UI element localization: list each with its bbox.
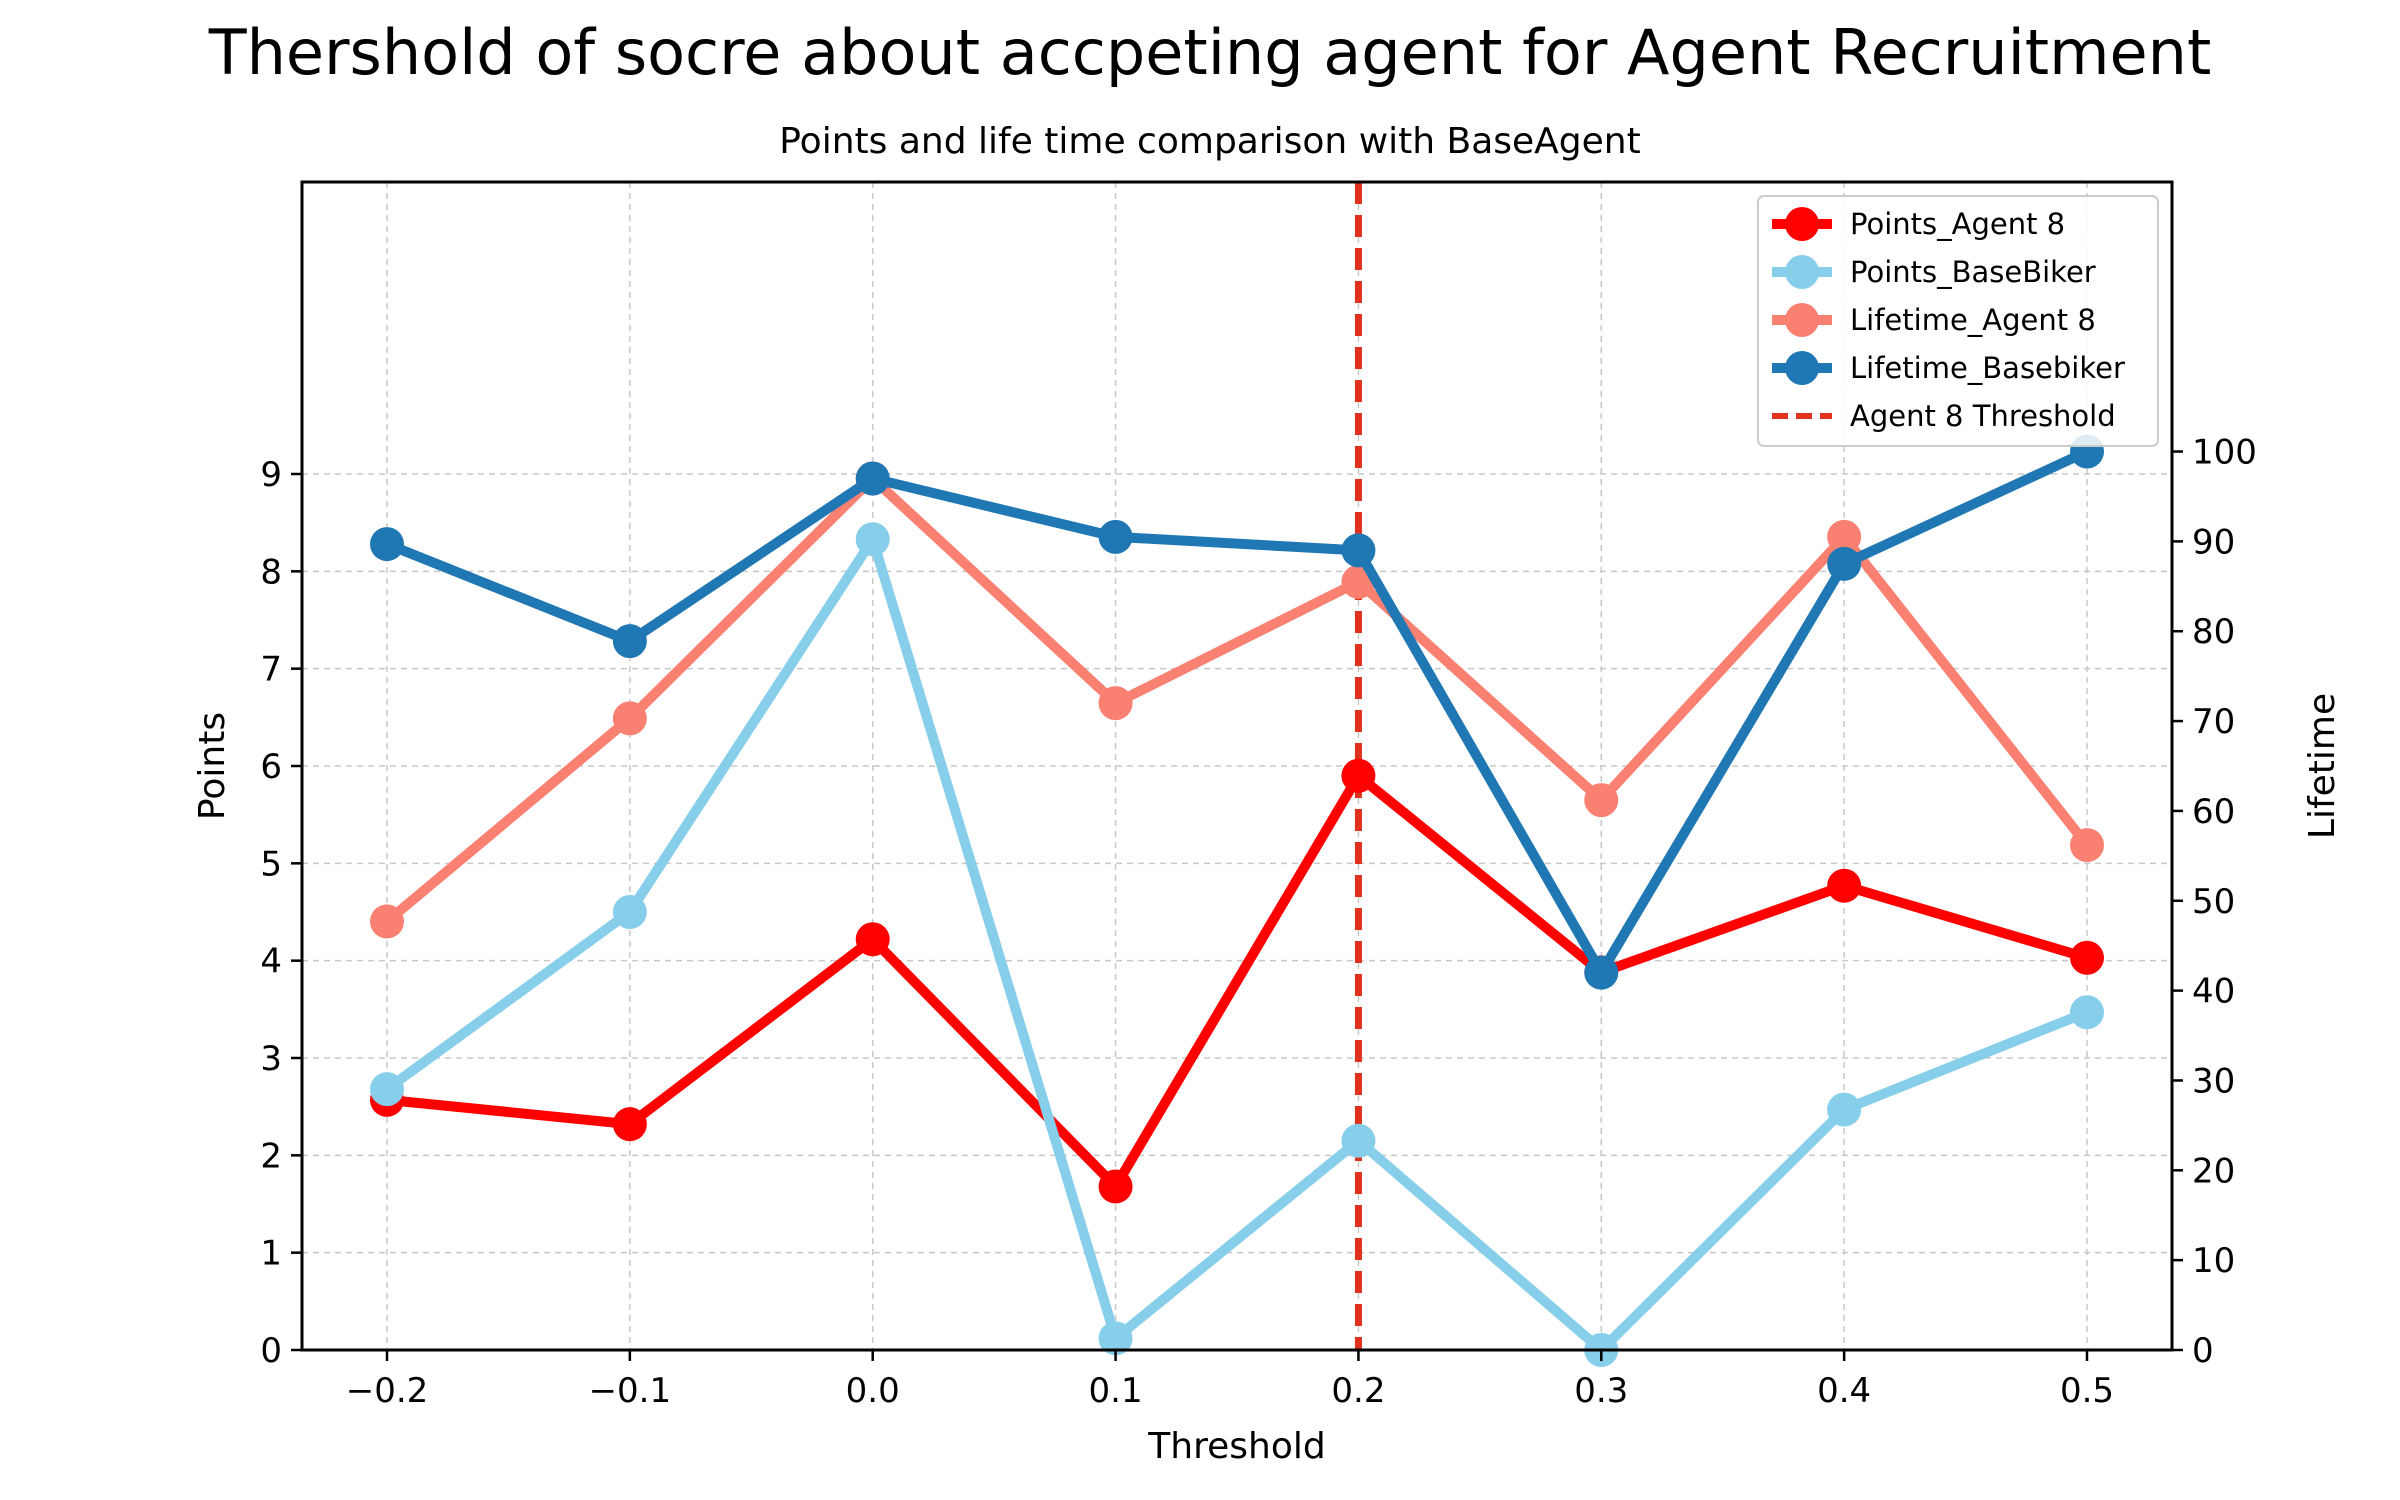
y-right-tick-label: 10: [2192, 1241, 2235, 1281]
data-point-series-3: [612, 701, 647, 736]
y-right-tick-label: 80: [2192, 612, 2235, 652]
y-axis-right-label: Lifetime: [2302, 693, 2343, 839]
series-line-1: [386, 770, 2089, 1192]
legend-label: Agent 8 Threshold: [1850, 399, 2116, 433]
legend-label: Lifetime_Basebiker: [1850, 351, 2125, 385]
legend-label: Points_BaseBiker: [1850, 255, 2096, 289]
chart-subtitle: Points and life time comparison with Bas…: [779, 121, 1641, 162]
x-tick-label: 0.4: [1817, 1371, 1871, 1411]
legend-box: [1757, 195, 2159, 447]
data-point-series-4: [1827, 546, 1862, 581]
data-point-series-1: [1098, 1169, 1133, 1204]
y-axis-left-label: Points: [192, 712, 233, 820]
y-left-tick-label: 3: [260, 1039, 282, 1079]
x-axis-label: Threshold: [1147, 1426, 1325, 1467]
y-right-tick-label: 70: [2192, 702, 2235, 742]
series-layer: [370, 434, 2104, 1367]
legend-label: Lifetime_Agent 8: [1850, 303, 2096, 337]
legend-swatch-marker: [1785, 351, 1819, 385]
data-point-series-3: [1827, 519, 1862, 554]
data-point-series-4: [370, 527, 404, 562]
x-tick-label: 0.0: [846, 1371, 900, 1411]
data-point-series-2: [370, 1072, 404, 1107]
y-right-tick-label: 40: [2192, 972, 2235, 1012]
y-left-tick-label: 6: [260, 747, 282, 787]
series-line-2: [384, 534, 2089, 1355]
x-axis: −0.2 −0.1 0.0 0.1 0.2 0.3 0.4 0.5: [346, 1350, 2114, 1411]
x-tick-label: 0.5: [2060, 1371, 2114, 1411]
y-right-tick-label: 0: [2192, 1331, 2214, 1371]
y-left-tick-label: 8: [260, 552, 282, 592]
y-right-tick-label: 20: [2192, 1151, 2235, 1191]
data-point-series-4: [612, 624, 647, 659]
legend-label: Points_Agent 8: [1850, 207, 2065, 241]
data-point-series-1: [2070, 940, 2104, 975]
legend: Points_Agent 8 Points_BaseBiker Lifetime_A…: [1757, 195, 2159, 447]
data-point-series-1: [1827, 868, 1862, 903]
y-right-tick-label: 60: [2192, 792, 2235, 832]
data-point-series-2: [2070, 995, 2104, 1030]
legend-swatch-marker: [1785, 207, 1819, 241]
y-left-tick-label: 2: [260, 1136, 282, 1176]
legend-swatch-marker: [1785, 303, 1819, 337]
y-right-tick-label: 90: [2192, 522, 2235, 562]
data-point-series-4: [1584, 955, 1619, 990]
data-point-series-2: [1341, 1123, 1376, 1158]
data-point-series-1: [612, 1107, 647, 1142]
data-point-series-4: [855, 461, 890, 496]
series-line-3: [383, 473, 2091, 926]
y-right-tick-label: 100: [2192, 433, 2257, 473]
x-tick-label: 0.1: [1089, 1371, 1143, 1411]
x-tick-label: −0.2: [346, 1371, 429, 1411]
data-point-series-2: [1098, 1321, 1133, 1356]
y-axis-right: 0 10 20 30 40 50 60 70 80 90 100: [2172, 433, 2257, 1371]
y-left-tick-label: 1: [260, 1234, 282, 1274]
x-tick-label: 0.2: [1331, 1371, 1385, 1411]
data-point-series-3: [1584, 783, 1619, 818]
data-point-series-2: [1827, 1092, 1862, 1127]
data-point-series-4: [1341, 533, 1376, 568]
y-right-tick-label: 30: [2192, 1061, 2235, 1101]
y-left-tick-label: 5: [260, 844, 282, 884]
series-line-4: [385, 447, 2090, 978]
y-left-tick-label: 9: [260, 455, 282, 495]
data-point-series-3: [370, 904, 404, 939]
y-right-tick-label: 50: [2192, 882, 2235, 922]
x-tick-label: 0.3: [1574, 1371, 1628, 1411]
data-point-series-1: [1341, 758, 1376, 793]
y-left-tick-label: 4: [260, 942, 282, 982]
x-tick-label: −0.1: [589, 1371, 672, 1411]
chart-title: Thershold of socre about accpeting agent…: [208, 16, 2212, 89]
legend-swatch-marker: [1785, 255, 1819, 289]
data-point-series-2: [612, 895, 647, 929]
data-point-series-1: [855, 922, 890, 957]
y-left-tick-label: 0: [260, 1331, 282, 1371]
data-point-series-2: [855, 522, 890, 557]
y-axis-left: 0 1 2 3 4 5 6 7 8 9: [260, 455, 302, 1371]
data-point-series-4: [1098, 519, 1133, 554]
data-point-series-3: [1098, 686, 1133, 721]
y-left-tick-label: 7: [260, 650, 282, 690]
data-point-series-3: [2070, 828, 2104, 863]
